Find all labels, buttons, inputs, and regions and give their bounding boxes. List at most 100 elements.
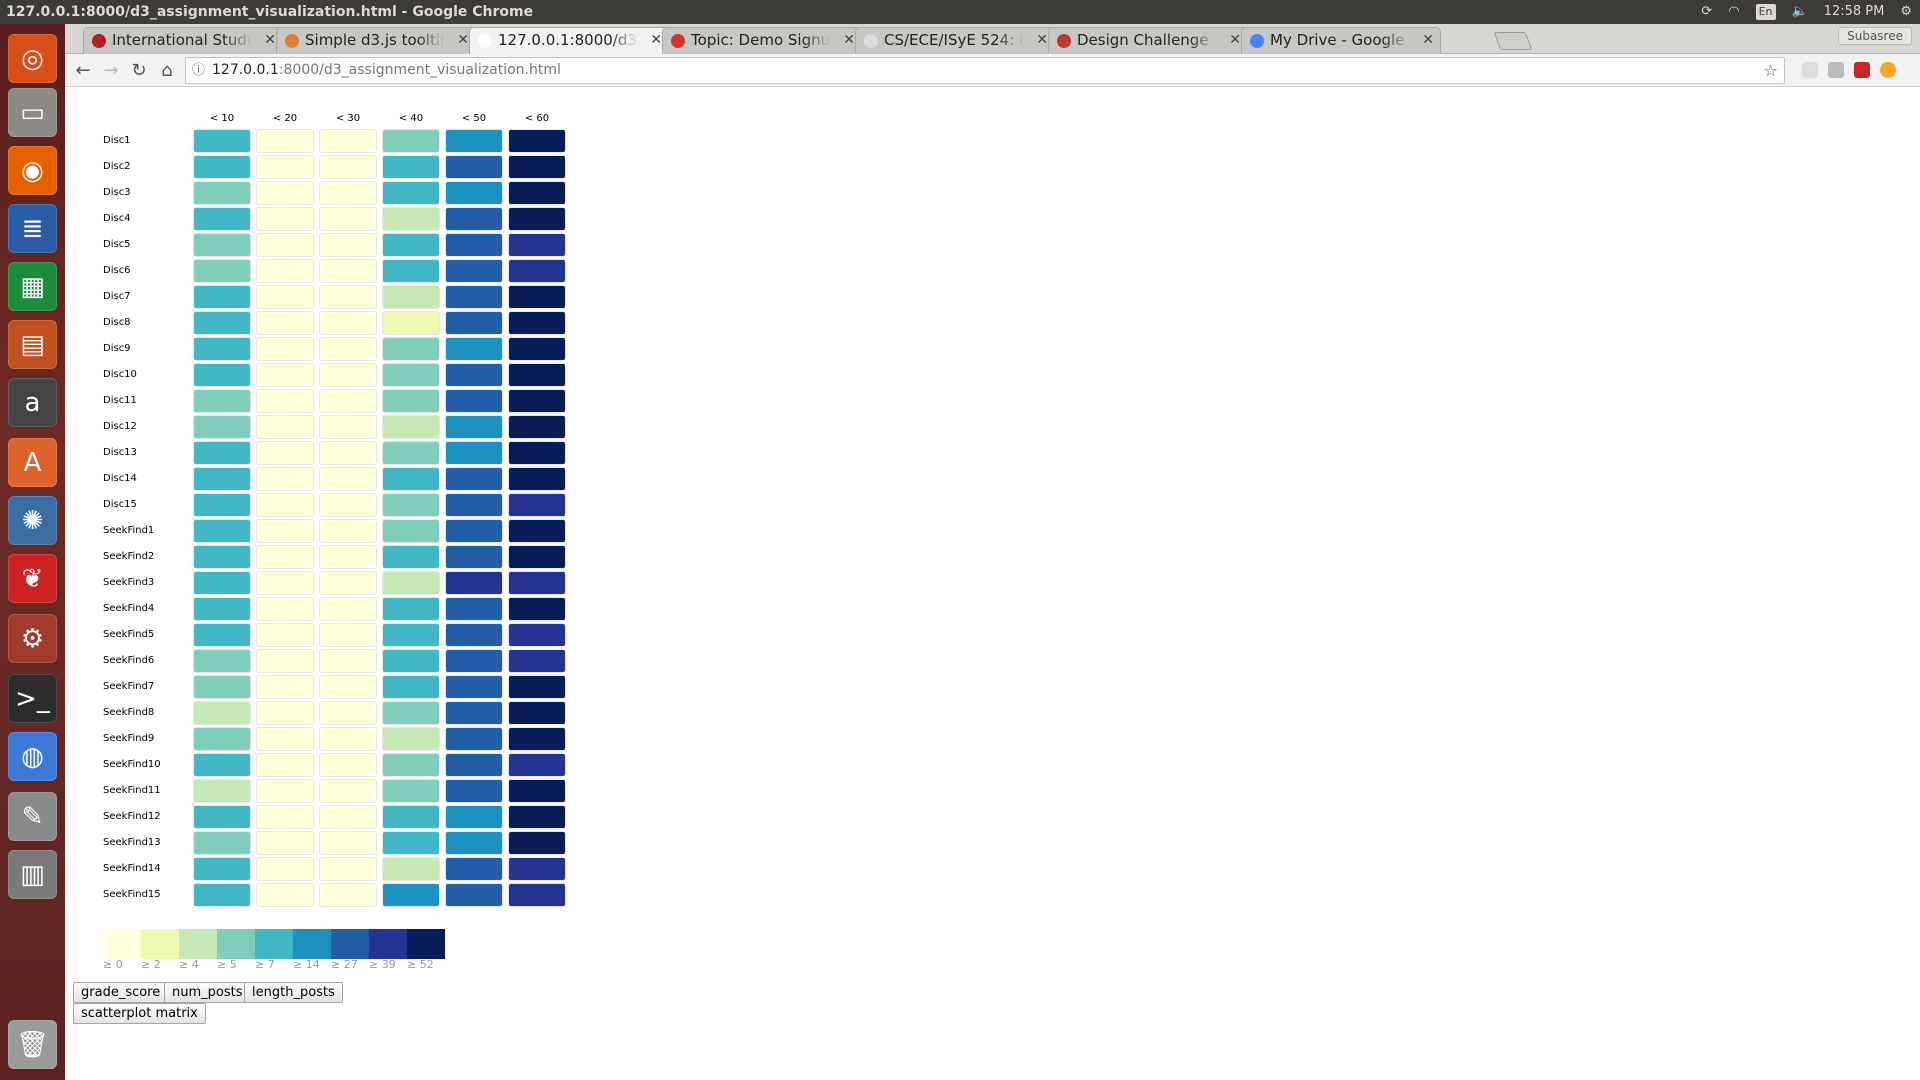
heatmap-cell[interactable] bbox=[445, 571, 503, 595]
heatmap-cell[interactable] bbox=[382, 727, 440, 751]
forward-arrow-icon[interactable]: → bbox=[103, 60, 119, 81]
heatmap-cell[interactable] bbox=[319, 545, 377, 569]
heatmap-cell[interactable] bbox=[319, 129, 377, 153]
heatmap-cell[interactable] bbox=[382, 233, 440, 257]
volume-icon[interactable]: 🔈 bbox=[1791, 4, 1808, 19]
heatmap-cell[interactable] bbox=[508, 181, 566, 205]
heatmap-cell[interactable] bbox=[256, 285, 314, 309]
heatmap-cell[interactable] bbox=[445, 597, 503, 621]
heatmap-cell[interactable] bbox=[193, 779, 251, 803]
heatmap-cell[interactable] bbox=[193, 155, 251, 179]
heatmap-cell[interactable] bbox=[256, 753, 314, 777]
heatmap-cell[interactable] bbox=[508, 389, 566, 413]
heatmap-cell[interactable] bbox=[382, 311, 440, 335]
extension-icon-4[interactable] bbox=[1880, 62, 1896, 78]
heatmap-cell[interactable] bbox=[319, 701, 377, 725]
heatmap-cell[interactable] bbox=[319, 831, 377, 855]
extension-icon-2[interactable] bbox=[1828, 62, 1844, 78]
heatmap-cell[interactable] bbox=[256, 831, 314, 855]
browser-tab[interactable]: 127.0.0.1:8000/d3_a ✕ bbox=[469, 27, 669, 55]
scatterplot-matrix-button[interactable]: scatterplot matrix bbox=[73, 1003, 206, 1024]
heatmap-cell[interactable] bbox=[319, 623, 377, 647]
tab-close-icon[interactable]: ✕ bbox=[1036, 32, 1048, 48]
extension-icon-1[interactable] bbox=[1802, 62, 1818, 78]
tab-close-icon[interactable]: ✕ bbox=[457, 32, 469, 48]
heatmap-cell[interactable] bbox=[319, 519, 377, 543]
heatmap-cell[interactable] bbox=[193, 831, 251, 855]
heatmap-cell[interactable] bbox=[508, 727, 566, 751]
heatmap-cell[interactable] bbox=[193, 311, 251, 335]
heatmap-cell[interactable] bbox=[193, 649, 251, 673]
address-bar[interactable]: ⓘ 127.0.0.1:8000/d3_assignment_visualiza… bbox=[185, 57, 1785, 84]
acrobat-icon[interactable]: ❦ bbox=[8, 554, 57, 603]
heatmap-cell[interactable] bbox=[508, 311, 566, 335]
heatmap-cell[interactable] bbox=[445, 415, 503, 439]
heatmap-cell[interactable] bbox=[382, 571, 440, 595]
browser-tab[interactable]: Topic: Demo Signup ✕ bbox=[662, 27, 862, 54]
heatmap-cell[interactable] bbox=[319, 779, 377, 803]
heatmap-cell[interactable] bbox=[445, 285, 503, 309]
heatmap-cell[interactable] bbox=[445, 363, 503, 387]
heatmap-cell[interactable] bbox=[445, 129, 503, 153]
heatmap-cell[interactable] bbox=[193, 337, 251, 361]
heatmap-cell[interactable] bbox=[508, 831, 566, 855]
grade-score-button[interactable]: grade_score bbox=[73, 982, 169, 1003]
heatmap-cell[interactable] bbox=[256, 727, 314, 751]
keyboard-layout-indicator[interactable]: En bbox=[1755, 4, 1776, 20]
heatmap-cell[interactable] bbox=[445, 519, 503, 543]
tab-close-icon[interactable]: ✕ bbox=[843, 32, 855, 48]
heatmap-cell[interactable] bbox=[256, 363, 314, 387]
heatmap-cell[interactable] bbox=[382, 649, 440, 673]
heatmap-cell[interactable] bbox=[382, 129, 440, 153]
heatmap-cell[interactable] bbox=[256, 571, 314, 595]
heatmap-cell[interactable] bbox=[445, 727, 503, 751]
heatmap-cell[interactable] bbox=[445, 233, 503, 257]
heatmap-cell[interactable] bbox=[445, 805, 503, 829]
heatmap-cell[interactable] bbox=[382, 259, 440, 283]
heatmap-cell[interactable] bbox=[319, 467, 377, 491]
heatmap-cell[interactable] bbox=[319, 753, 377, 777]
heatmap-cell[interactable] bbox=[319, 675, 377, 699]
heatmap-cell[interactable] bbox=[508, 337, 566, 361]
firefox-icon[interactable]: ◉ bbox=[8, 146, 57, 195]
software-center-icon[interactable]: A bbox=[8, 438, 57, 487]
heatmap-cell[interactable] bbox=[193, 519, 251, 543]
heatmap-cell[interactable] bbox=[193, 675, 251, 699]
heatmap-cell[interactable] bbox=[382, 467, 440, 491]
heatmap-cell[interactable] bbox=[382, 623, 440, 647]
heatmap-cell[interactable] bbox=[319, 415, 377, 439]
extension-icon-3[interactable] bbox=[1854, 62, 1870, 78]
amazon-icon[interactable]: a bbox=[8, 378, 57, 427]
heatmap-cell[interactable] bbox=[193, 415, 251, 439]
heatmap-cell[interactable] bbox=[508, 207, 566, 231]
heatmap-cell[interactable] bbox=[382, 285, 440, 309]
heatmap-cell[interactable] bbox=[319, 857, 377, 881]
heatmap-cell[interactable] bbox=[382, 857, 440, 881]
heatmap-cell[interactable] bbox=[382, 493, 440, 517]
heatmap-cell[interactable] bbox=[193, 623, 251, 647]
profile-button[interactable]: Subasree bbox=[1838, 27, 1912, 45]
heatmap-cell[interactable] bbox=[319, 363, 377, 387]
back-arrow-icon[interactable]: ← bbox=[75, 60, 91, 81]
heatmap-cell[interactable] bbox=[256, 701, 314, 725]
heatmap-cell[interactable] bbox=[256, 467, 314, 491]
heatmap-cell[interactable] bbox=[508, 571, 566, 595]
heatmap-cell[interactable] bbox=[193, 701, 251, 725]
heatmap-cell[interactable] bbox=[508, 155, 566, 179]
heatmap-cell[interactable] bbox=[445, 649, 503, 673]
heatmap-cell[interactable] bbox=[193, 493, 251, 517]
heatmap-cell[interactable] bbox=[508, 649, 566, 673]
heatmap-cell[interactable] bbox=[508, 779, 566, 803]
heatmap-cell[interactable] bbox=[382, 415, 440, 439]
heatmap-cell[interactable] bbox=[256, 207, 314, 231]
heatmap-cell[interactable] bbox=[382, 831, 440, 855]
session-gear-icon[interactable]: ⚙ bbox=[1900, 4, 1912, 19]
heatmap-cell[interactable] bbox=[508, 675, 566, 699]
heatmap-cell[interactable] bbox=[319, 727, 377, 751]
heatmap-cell[interactable] bbox=[256, 155, 314, 179]
heatmap-cell[interactable] bbox=[193, 805, 251, 829]
heatmap-cell[interactable] bbox=[445, 259, 503, 283]
heatmap-cell[interactable] bbox=[256, 311, 314, 335]
heatmap-cell[interactable] bbox=[319, 883, 377, 907]
browser-tab[interactable]: CS/ECE/ISyE 524: In ✕ bbox=[855, 27, 1055, 54]
